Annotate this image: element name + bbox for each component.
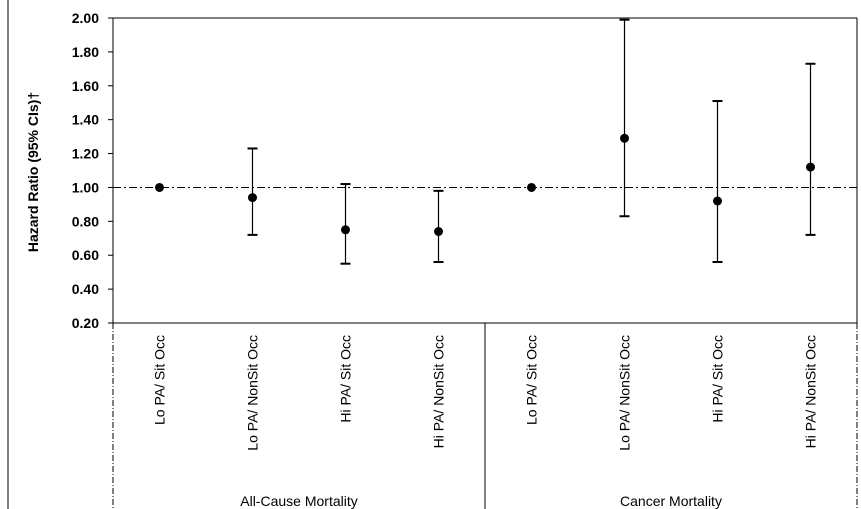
data-point	[341, 225, 350, 235]
category-label: Hi PA/ Sit Occ	[710, 335, 726, 423]
data-point	[806, 162, 815, 172]
category-label: Hi PA/ NonSit Occ	[431, 335, 447, 448]
y-tick-label: 1.00	[72, 179, 99, 195]
category-labels: Lo PA/ Sit Occ Lo PA/ NonSit Occ Hi PA/ Si…	[152, 335, 819, 451]
category-dividers	[112, 323, 858, 509]
y-axis-ticks: 0.20 0.40 0.60 0.80 1.00 1.20 1.40 1.60 1.80 2.00	[72, 10, 113, 331]
data-point	[248, 193, 257, 203]
point-markers	[155, 133, 815, 236]
data-point	[527, 182, 536, 192]
category-label: Hi PA/ Sit Occ	[338, 335, 354, 423]
category-label: Lo PA/ Sit Occ	[524, 335, 540, 425]
data-point	[620, 133, 629, 143]
y-tick-label: 1.20	[72, 146, 99, 162]
y-tick-label: 0.60	[72, 247, 99, 263]
y-tick-label: 1.40	[72, 112, 99, 128]
data-point	[713, 196, 722, 206]
y-tick-label: 0.80	[72, 213, 99, 229]
y-tick-label: 1.80	[72, 44, 99, 60]
group-label: Cancer Mortality	[620, 493, 722, 509]
category-label: Lo PA/ NonSit Occ	[617, 335, 633, 451]
error-bars	[247, 18, 816, 265]
y-tick-label: 2.00	[72, 10, 99, 26]
category-label: Hi PA/ NonSit Occ	[803, 335, 819, 448]
group-label: All-Cause Mortality	[240, 493, 357, 509]
data-point	[434, 227, 443, 236]
category-label: Lo PA/ Sit Occ	[152, 335, 168, 425]
category-label: Lo PA/ NonSit Occ	[245, 335, 261, 451]
y-tick-label: 0.40	[72, 281, 99, 297]
y-tick-label: 0.20	[72, 315, 99, 331]
data-point	[155, 182, 164, 192]
y-tick-label: 1.60	[72, 78, 99, 94]
y-axis-label: Hazard Ratio (95% CIs)†	[25, 92, 41, 252]
group-labels: All-Cause Mortality Cancer Mortality	[240, 493, 722, 509]
